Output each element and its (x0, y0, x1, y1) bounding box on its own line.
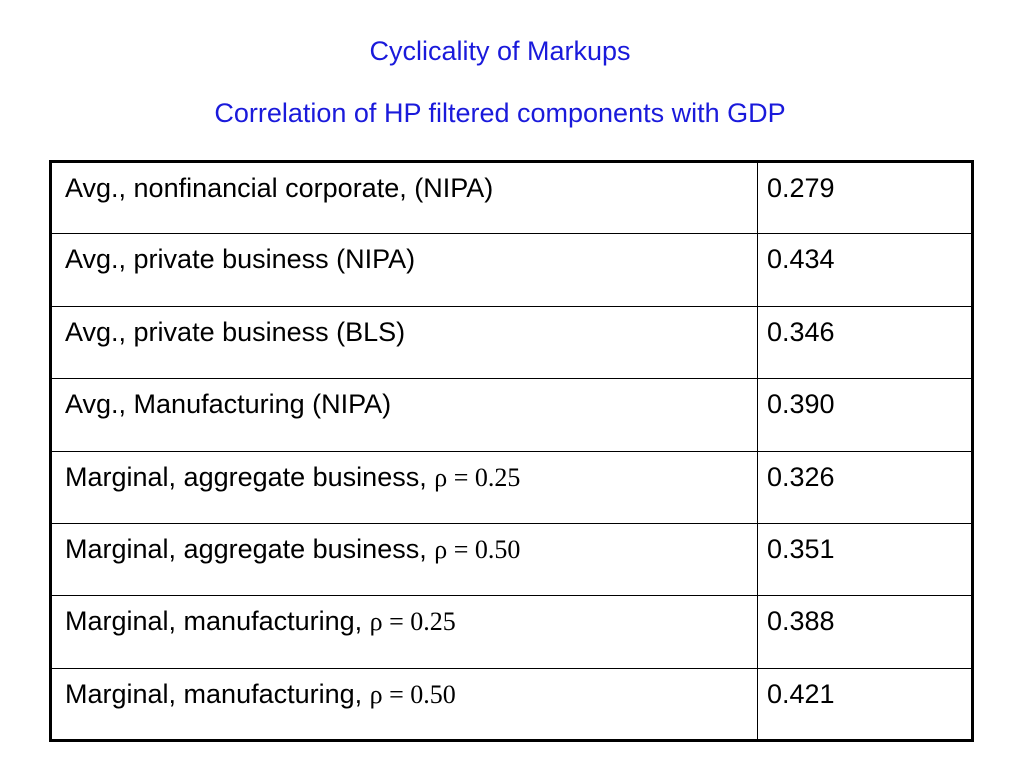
table-row: Avg., nonfinancial corporate, (NIPA) 0.2… (50, 160, 973, 235)
table-row: Marginal, manufacturing, ρ = 0.25 0.388 (50, 595, 973, 669)
row-math: ρ = 0.25 (434, 462, 521, 492)
row-label: Marginal, aggregate business, (65, 461, 435, 492)
row-value: 0.346 (757, 305, 973, 380)
table-row: Marginal, aggregate business, ρ = 0.50 0… (50, 522, 973, 597)
slide-title: Cyclicality of Markups (369, 36, 631, 66)
row-label-cell: Avg., private business (NIPA) (50, 233, 758, 307)
row-value: 0.434 (757, 233, 973, 307)
table-row: Marginal, manufacturing, ρ = 0.50 0.421 (50, 667, 973, 742)
row-label-cell: Avg., Manufacturing (NIPA) (50, 378, 758, 452)
row-label-cell: Marginal, manufacturing, ρ = 0.25 (50, 595, 758, 669)
row-math: ρ = 0.50 (369, 679, 456, 709)
row-label: Marginal, manufacturing, (65, 678, 370, 709)
table-row: Marginal, aggregate business, ρ = 0.25 0… (50, 450, 973, 524)
row-value: 0.421 (757, 667, 973, 742)
row-label: Marginal, aggregate business, (65, 533, 435, 564)
table-row: Avg., Manufacturing (NIPA) 0.390 (50, 378, 973, 452)
row-value: 0.388 (757, 595, 973, 669)
row-label: Avg., private business (BLS) (65, 316, 406, 347)
row-value: 0.390 (757, 378, 973, 452)
row-label: Avg., private business (NIPA) (65, 244, 416, 275)
row-label: Marginal, manufacturing, (65, 606, 370, 637)
row-label: Avg., Manufacturing (NIPA) (65, 389, 392, 420)
row-math: ρ = 0.25 (369, 607, 456, 637)
table-row: Avg., private business (BLS) 0.346 (50, 305, 973, 380)
slide-subtitle: Correlation of HP filtered components wi… (214, 98, 786, 128)
row-label: Avg., nonfinancial corporate, (NIPA) (65, 173, 494, 203)
row-label-cell: Avg., nonfinancial corporate, (NIPA) (50, 160, 758, 235)
row-math: ρ = 0.50 (434, 534, 521, 564)
row-label-cell: Marginal, aggregate business, ρ = 0.25 (50, 450, 758, 524)
row-value: 0.279 (757, 160, 973, 235)
table-row: Avg., private business (NIPA) 0.434 (50, 233, 973, 307)
row-label-cell: Avg., private business (BLS) (50, 305, 758, 380)
row-value: 0.326 (757, 450, 973, 524)
row-value: 0.351 (757, 522, 973, 597)
correlation-table: Avg., nonfinancial corporate, (NIPA) 0.2… (49, 160, 974, 742)
row-label-cell: Marginal, aggregate business, ρ = 0.50 (50, 522, 758, 597)
row-label-cell: Marginal, manufacturing, ρ = 0.50 (50, 667, 758, 742)
